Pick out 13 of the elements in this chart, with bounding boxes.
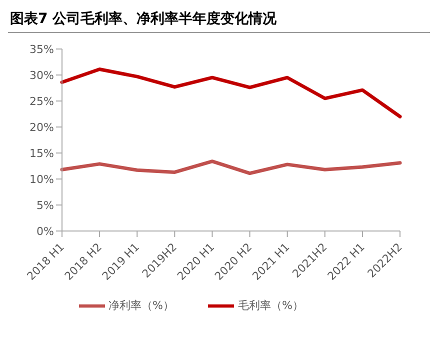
y-tick-label: 5%	[36, 198, 54, 212]
line-series	[60, 68, 402, 118]
y-tick-label: 30%	[30, 68, 54, 82]
y-tick-label: 35%	[30, 42, 54, 56]
y-tick-label: 15%	[30, 146, 54, 160]
legend-label: 净利率（%）	[108, 299, 174, 312]
line-series	[60, 160, 402, 176]
y-tick-label: 25%	[30, 94, 54, 108]
legend-label: 毛利率（%）	[238, 299, 304, 312]
y-tick-label: 0%	[36, 224, 54, 238]
chart-title: 图表7 公司毛利率、净利率半年度变化情况	[8, 8, 430, 33]
y-tick-label: 20%	[30, 120, 54, 134]
y-tick-label: 10%	[30, 172, 54, 186]
